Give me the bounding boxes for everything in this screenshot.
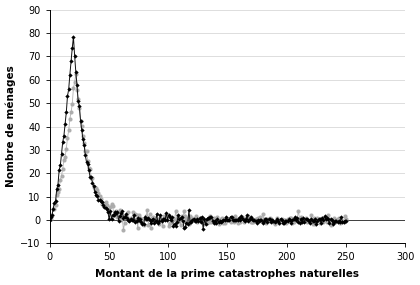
Y-axis label: Nombre de ménages: Nombre de ménages (5, 66, 16, 188)
X-axis label: Montant de la prime catastrophes naturelles: Montant de la prime catastrophes naturel… (95, 269, 360, 280)
